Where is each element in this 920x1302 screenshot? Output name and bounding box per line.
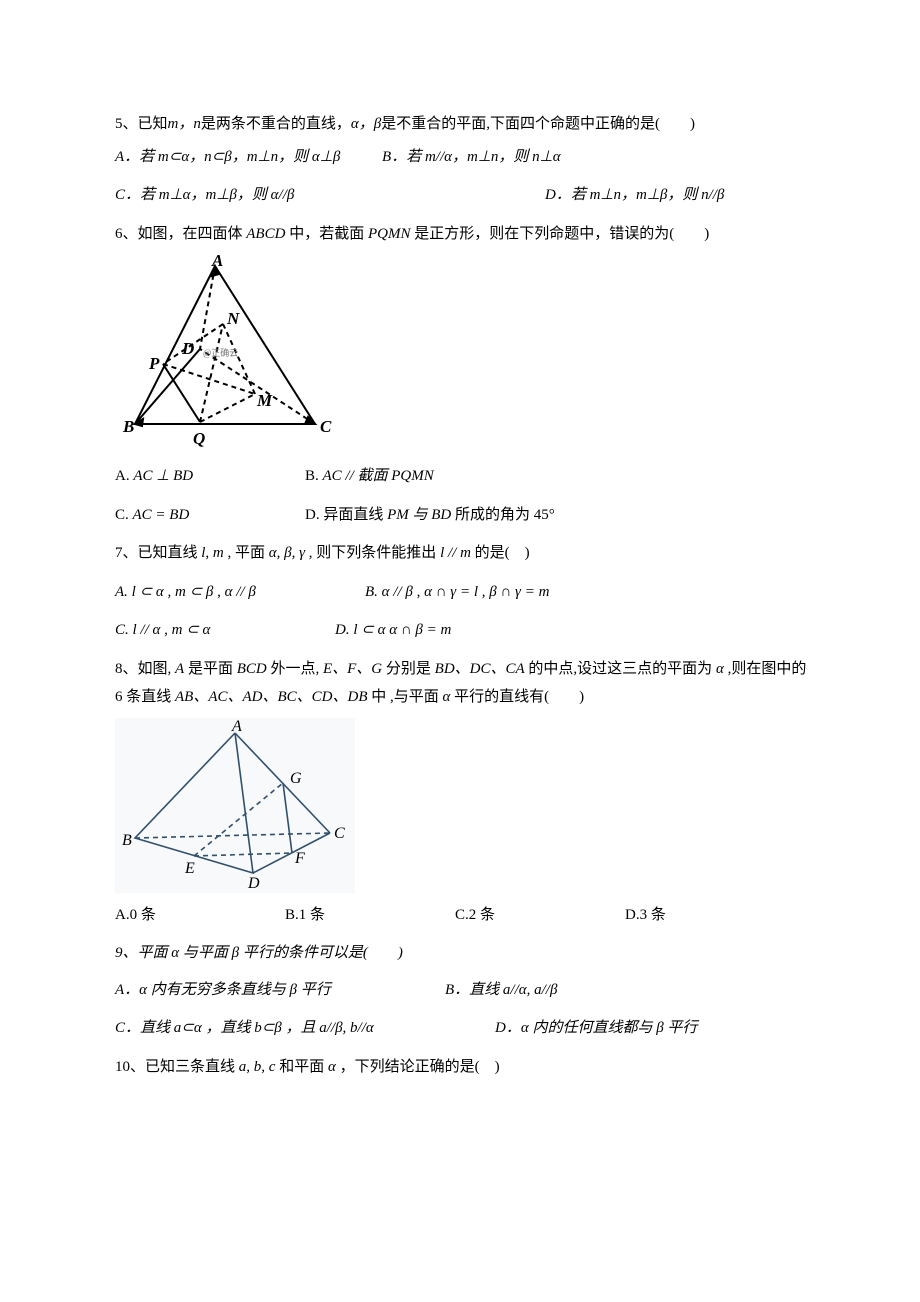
q5-options-row2: C．若 m⊥α，m⊥β，则 α//β D．若 m⊥n，m⊥β，则 n//β (115, 181, 810, 210)
q5-stem-c: 是不重合的平面,下面四个命题中正确的是( ) (381, 116, 695, 132)
q6-stem-a: 6、如图，在四面体 (115, 226, 246, 242)
q6-C-pre: C. (115, 507, 133, 523)
q8-opt-a: A.0 条 (115, 907, 156, 923)
q7-opt-a: A. l ⊂ α , m ⊂ β , α // β (115, 584, 256, 600)
q5-opt-a: A．若 m⊂α，n⊂β，m⊥n，则 α⊥β (115, 143, 340, 172)
q8-stem-a: 8、如图, (115, 661, 175, 677)
q6-opt-c: AC = BD (133, 507, 190, 523)
q6-label-C: C (320, 417, 332, 436)
q6-figure: A B C D P Q M N @正确云 (115, 254, 350, 454)
q8-stem-h: 平行的直线有( ) (450, 689, 584, 705)
q9-opt-c: C．直线 a⊂α ，直线 b⊂β ，且 a//β, b//α (115, 1020, 374, 1036)
q8-stem-e: 的中点,设过这三点的平面为 (525, 661, 716, 677)
q8-figure: A B C D E F G (115, 718, 355, 893)
q6-A-pre: A. (115, 468, 133, 484)
q8-label-B: B (122, 832, 132, 849)
question-10: 10、已知三条直线 a, b, c 和平面 α ，下列结论正确的是( ) (115, 1053, 810, 1082)
q6-stem-c: 是正方形，则在下列命题中，错误的为( ) (410, 226, 709, 242)
q8-label-G: G (290, 770, 302, 787)
question-6: 6、如图，在四面体 ABCD 中，若截面 PQMN 是正方形，则在下列命题中，错… (115, 220, 810, 249)
q7-stem-d: 的是( ) (471, 545, 530, 561)
q8-label-C: C (334, 825, 345, 842)
question-7: 7、已知直线 l, m , 平面 α, β, γ , 则下列条件能推出 l //… (115, 539, 810, 568)
q6-pqmn: PQMN (368, 226, 411, 242)
q10-alpha: α (328, 1059, 336, 1075)
q8-options: A.0 条 B.1 条 C.2 条 D.3 条 (115, 901, 810, 930)
q6-B-pre: B. (305, 468, 323, 484)
q9-opt-d: D．α 内的任何直线都与 β 平行 (495, 1020, 697, 1036)
q6-options-row1: A. AC ⊥ BD B. AC // 截面 PQMN (115, 462, 810, 491)
q8-mids: BD、DC、CA (435, 661, 525, 677)
q7-options-row2: C. l // α , m ⊂ α D. l ⊂ α α ∩ β = m (115, 616, 810, 645)
q10-stem-a: 10、已知三条直线 (115, 1059, 239, 1075)
q8-stem-b: 是平面 (184, 661, 237, 677)
q6-options-row2: C. AC = BD D. 异面直线 PM 与 BD 所成的角为 45° (115, 501, 810, 530)
q8-opt-c: C.2 条 (455, 907, 495, 923)
q9-opt-b: B．直线 a//α, a//β (445, 982, 557, 998)
q8-opt-d: D.3 条 (625, 907, 666, 923)
q6-D-mid: PM 与 BD (387, 507, 451, 523)
q7-lpm: l // m (440, 545, 471, 561)
q7-lm: l, m (201, 545, 224, 561)
q8-efg: E、F、G (323, 661, 382, 677)
q8-stem-d: 分别是 (382, 661, 435, 677)
q6-label-M: M (256, 391, 273, 410)
q5-stem-b: 是两条不重合的直线， (201, 116, 351, 132)
q8-opt-b: B.1 条 (285, 907, 325, 923)
q6-D-suf: 所成的角为 45° (451, 507, 555, 523)
q8-stem-c: 外一点, (267, 661, 323, 677)
q6-label-N: N (226, 309, 240, 328)
q9-opt-a: A．α 内有无穷多条直线与 β 平行 (115, 982, 331, 998)
q5-opt-b: B．若 m//α，m⊥n，则 n⊥α (382, 143, 561, 172)
q8-lines: AB、AC、AD、BC、CD、DB (175, 689, 368, 705)
q8-alpha: α (716, 661, 724, 677)
q9-options-row2: C．直线 a⊂α ，直线 b⊂β ，且 a//β, b//α D．α 内的任何直… (115, 1014, 810, 1043)
q6-abcd: ABCD (246, 226, 285, 242)
q6-opt-a: AC ⊥ BD (133, 468, 193, 484)
q6-label-D: D (181, 339, 194, 358)
question-8: 8、如图, A 是平面 BCD 外一点, E、F、G 分别是 BD、DC、CA … (115, 655, 810, 712)
q6-D-pre: D. 异面直线 (305, 507, 387, 523)
q8-label-F: F (294, 850, 305, 867)
q8-A: A (175, 661, 184, 677)
q7-opt-d: D. l ⊂ α α ∩ β = m (335, 622, 451, 638)
q7-aby: α, β, γ (269, 545, 305, 561)
question-5: 5、已知m，n是两条不重合的直线，α，β是不重合的平面,下面四个命题中正确的是(… (115, 110, 810, 139)
q5-stem-a: 5、已知 (115, 116, 168, 132)
q7-opt-b: B. α // β , α ∩ γ = l , β ∩ γ = m (365, 584, 549, 600)
q6-label-P: P (148, 354, 160, 373)
q7-opt-c: C. l // α , m ⊂ α (115, 622, 210, 638)
q10-stem-b: 和平面 (275, 1059, 328, 1075)
q9-options-row1: A．α 内有无穷多条直线与 β 平行 B．直线 a//α, a//β (115, 976, 810, 1005)
q5-opt-c: C．若 m⊥α，m⊥β，则 α//β (115, 187, 294, 203)
q7-stem-b: , 平面 (224, 545, 269, 561)
q6-label-A: A (211, 254, 223, 270)
q5-options-row1: A．若 m⊂α，n⊂β，m⊥n，则 α⊥β B．若 m//α，m⊥n，则 n⊥α (115, 143, 810, 172)
q8-label-D: D (247, 875, 260, 892)
q10-abc: a, b, c (239, 1059, 276, 1075)
q8-label-E: E (184, 860, 195, 877)
q5-mn: m，n (168, 116, 201, 132)
q8-bcd: BCD (237, 661, 267, 677)
question-9: 9、平面 α 与平面 β 平行的条件可以是( ) (115, 939, 810, 968)
q10-stem-c: ，下列结论正确的是( ) (336, 1059, 500, 1075)
q7-options-row1: A. l ⊂ α , m ⊂ β , α // β B. α // β , α … (115, 578, 810, 607)
q6-label-B: B (122, 417, 134, 436)
q8-label-A: A (231, 718, 242, 735)
q5-opt-d: D．若 m⊥n，m⊥β，则 n//β (545, 187, 724, 203)
q6-watermark: @正确云 (203, 347, 238, 358)
q7-stem-a: 7、已知直线 (115, 545, 201, 561)
q6-opt-b: AC // 截面 PQMN (323, 468, 434, 484)
q6-label-Q: Q (193, 429, 205, 448)
q8-stem-g: 中 ,与平面 (368, 689, 443, 705)
q6-stem-b: 中，若截面 (285, 226, 368, 242)
q5-ab: α，β (351, 116, 381, 132)
q9-stem: 9、平面 α 与平面 β 平行的条件可以是( ) (115, 945, 403, 961)
q7-stem-c: , 则下列条件能推出 (305, 545, 440, 561)
